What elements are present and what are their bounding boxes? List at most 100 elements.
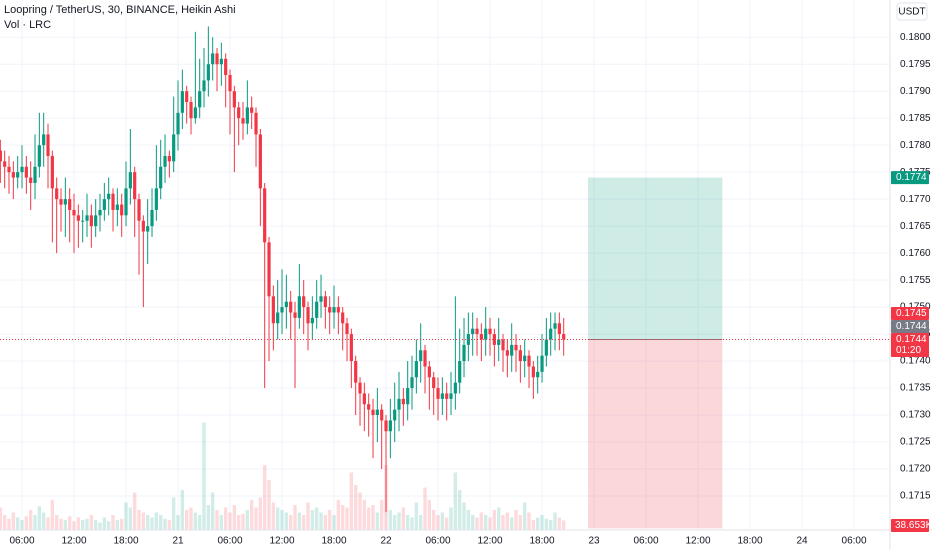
volume-bar bbox=[371, 505, 375, 530]
candle-body bbox=[46, 134, 50, 156]
candle-body bbox=[172, 134, 176, 162]
x-tick-label: 06:00 bbox=[9, 536, 34, 547]
volume-bar bbox=[423, 487, 427, 530]
volume-bar bbox=[232, 505, 237, 530]
volume-bar bbox=[76, 517, 81, 530]
x-tick-label: 21 bbox=[172, 536, 184, 547]
candle-body bbox=[544, 339, 548, 356]
candle-body bbox=[193, 107, 197, 119]
volume-bar bbox=[418, 515, 423, 530]
candle-body bbox=[228, 75, 232, 92]
candle-body bbox=[510, 344, 514, 356]
candle-body bbox=[3, 161, 7, 167]
candle-body bbox=[94, 215, 98, 227]
volume-bar bbox=[11, 512, 16, 530]
volume-bar bbox=[145, 515, 150, 530]
candle-body bbox=[527, 355, 531, 367]
candle-body bbox=[393, 409, 397, 421]
currency-button[interactable] bbox=[896, 2, 928, 21]
volume-bar bbox=[20, 520, 24, 530]
y-tick-label: 0.1730 bbox=[900, 410, 931, 421]
volume-bar bbox=[444, 517, 449, 530]
candle-body bbox=[85, 215, 89, 221]
x-tick-label: 06:00 bbox=[218, 536, 243, 547]
candle-body bbox=[427, 366, 431, 378]
x-tick-label: 18:00 bbox=[114, 536, 139, 547]
plot bbox=[0, 0, 890, 530]
volume-bar bbox=[215, 510, 219, 530]
volume-bar bbox=[509, 517, 514, 530]
y-tick-label: 0.1785 bbox=[900, 113, 931, 124]
candle-body bbox=[293, 312, 297, 318]
candle-body bbox=[436, 388, 440, 399]
volume-bar bbox=[327, 510, 332, 530]
candle-body bbox=[180, 91, 184, 113]
x-tick-label: 06:00 bbox=[426, 536, 451, 547]
candle-body bbox=[63, 199, 67, 205]
volume-bar bbox=[340, 505, 345, 530]
volume-bar bbox=[401, 507, 406, 530]
candle-body bbox=[514, 344, 518, 351]
price-tag-label: 0.1744 bbox=[896, 321, 927, 332]
volume-bar bbox=[33, 515, 37, 530]
volume-bar bbox=[193, 512, 198, 530]
volume-label: Vol · LRC bbox=[4, 19, 51, 31]
x-tick-label: 22 bbox=[380, 536, 392, 547]
candle-body bbox=[362, 393, 366, 405]
candle-body bbox=[336, 307, 340, 313]
volume-bar bbox=[219, 515, 224, 530]
x-tick-label: 23 bbox=[588, 536, 600, 547]
candle-body bbox=[423, 350, 427, 367]
price-tag-label: 0.1745 bbox=[896, 308, 927, 319]
candle-body bbox=[258, 134, 262, 189]
candle-body bbox=[536, 371, 540, 378]
candle-body bbox=[141, 220, 145, 232]
candle-body bbox=[540, 355, 544, 372]
candle-body bbox=[81, 220, 85, 222]
candle-body bbox=[501, 339, 505, 351]
volume-bar bbox=[392, 515, 397, 530]
x-tick-label: 18:00 bbox=[322, 536, 347, 547]
candle-body bbox=[263, 188, 267, 243]
y-tick-label: 0.1770 bbox=[900, 194, 931, 205]
volume-bar bbox=[280, 510, 284, 530]
volume-bar bbox=[314, 507, 319, 530]
price-tag bbox=[891, 171, 929, 185]
x-tick-label: 06:00 bbox=[842, 536, 867, 547]
volume-bar bbox=[202, 422, 206, 530]
volume-bar bbox=[154, 512, 159, 530]
candle-body bbox=[20, 166, 24, 173]
candle-body bbox=[89, 215, 93, 227]
candle-body bbox=[345, 323, 349, 335]
volume-bar bbox=[67, 516, 72, 530]
candle-body bbox=[349, 334, 353, 362]
candle-body bbox=[68, 199, 72, 210]
candle-body bbox=[33, 166, 37, 183]
candle-body bbox=[449, 393, 453, 399]
candle-body bbox=[107, 193, 111, 200]
volume-bar bbox=[249, 500, 254, 530]
x-tick-label: 12:00 bbox=[686, 536, 711, 547]
volume-bar bbox=[449, 507, 453, 530]
volume-bar bbox=[189, 507, 193, 530]
volume-bar bbox=[41, 512, 46, 530]
volume-bar bbox=[37, 506, 42, 530]
candle-body bbox=[505, 350, 509, 356]
volume-bar bbox=[518, 515, 523, 530]
stop-zone bbox=[587, 339, 723, 529]
volume-bar bbox=[63, 520, 68, 530]
volume-bar bbox=[180, 490, 185, 530]
volume-bar bbox=[457, 490, 462, 530]
candle-body bbox=[128, 172, 132, 189]
candle-body bbox=[245, 107, 249, 124]
candle-body bbox=[124, 188, 128, 216]
x-tick-label: 12:00 bbox=[270, 536, 295, 547]
y-tick-label: 0.1765 bbox=[900, 221, 931, 232]
currency-label[interactable]: USDT bbox=[898, 7, 925, 18]
candle-body bbox=[371, 409, 375, 416]
candle-body bbox=[159, 166, 163, 189]
candle-body bbox=[211, 53, 215, 65]
candle-body bbox=[388, 420, 392, 432]
candle-body bbox=[471, 328, 475, 335]
volume-bar bbox=[553, 512, 557, 530]
